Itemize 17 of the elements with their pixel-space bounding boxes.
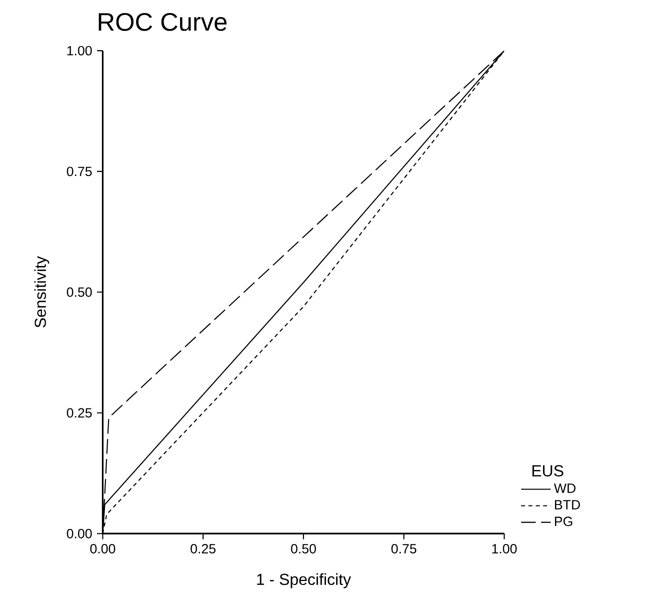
legend-label: WD [554, 484, 576, 493]
x-tick-label: 0.75 [391, 544, 416, 554]
x-tick-label: 1.00 [492, 544, 517, 554]
x-tick-label: 0.25 [190, 544, 216, 554]
y-tick-label: 0.75 [66, 166, 92, 176]
legend-label: PG [554, 516, 572, 526]
y-tick-label: 0.25 [66, 408, 92, 418]
chart-title: ROC Curve [98, 12, 227, 31]
y-axis-title: Sensitivity [34, 256, 50, 328]
y-tick-label: 0.50 [66, 287, 92, 297]
x-tick-label: 0.50 [291, 544, 316, 554]
y-tick-label: 0.00 [66, 528, 92, 538]
y-tick-label: 1.00 [67, 46, 92, 56]
x-axis-title: 1 - Specificity [257, 573, 352, 588]
legend-title: EUS [532, 465, 564, 476]
x-tick-label: 0.00 [90, 544, 116, 554]
legend-label: BTD [554, 500, 580, 510]
